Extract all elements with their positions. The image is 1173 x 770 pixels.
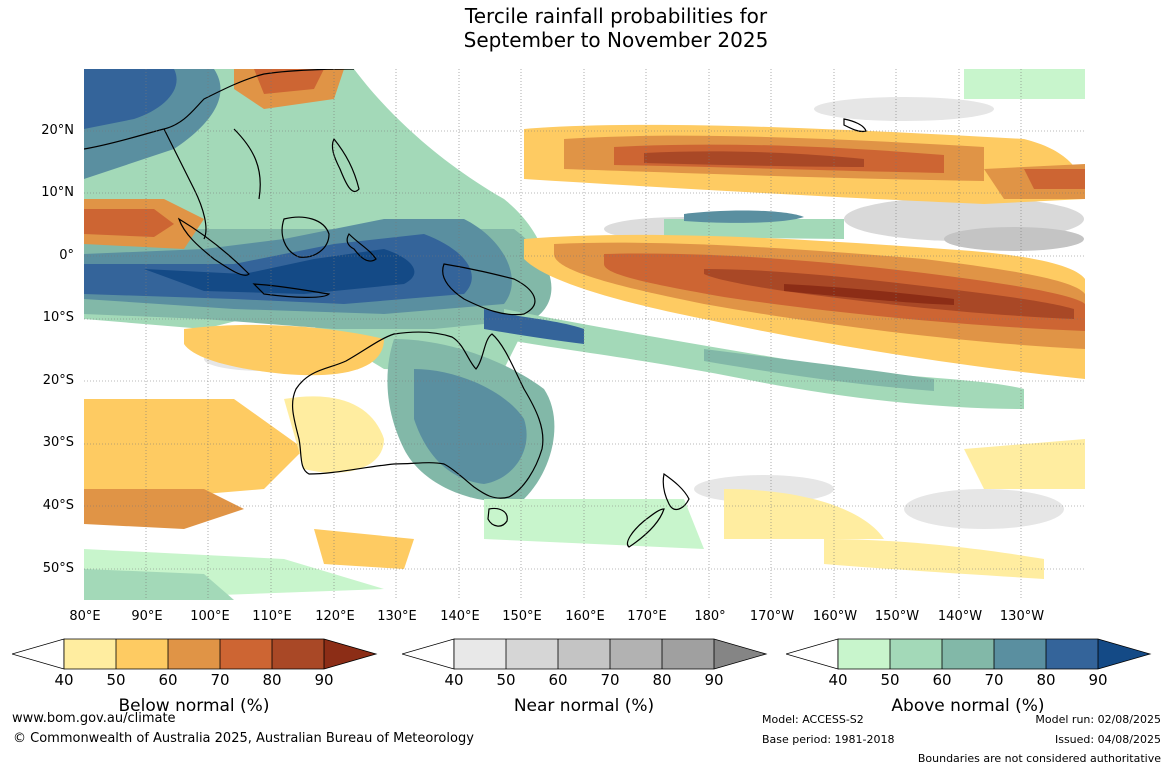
lat-label-20n: 20°N: [41, 123, 74, 138]
coastlines: [84, 69, 867, 548]
colorbar-above-swatch-4: [994, 639, 1046, 669]
legend-near-tick-50: 50: [496, 671, 516, 689]
legend-below-tick-90: 90: [314, 671, 334, 689]
colorbar-above-normal: [786, 638, 1152, 670]
above-normal-regions: [84, 69, 1085, 600]
lon-label-80e: 80°E: [69, 609, 101, 624]
lat-label-20s: 20°S: [42, 373, 74, 388]
legend-near-tick-90: 90: [704, 671, 724, 689]
footer-website: www.bom.gov.au/climate: [12, 711, 176, 726]
map-title: Tercile rainfall probabilities for Septe…: [0, 4, 1173, 52]
below-normal-regions: [84, 69, 1085, 579]
colorbar-near-swatch-5: [662, 639, 714, 669]
legend-above-normal: [786, 638, 1152, 670]
legend-below-tick-80: 80: [262, 671, 282, 689]
legend-above-tick-70: 70: [984, 671, 1004, 689]
footer-model-run: Model run: 02/08/2025: [1035, 713, 1161, 726]
lon-label-150e: 150°E: [502, 609, 542, 624]
java-coastline: [252, 283, 331, 298]
legend-near-title: Near normal (%): [513, 696, 655, 716]
legend-above-tick-60: 60: [932, 671, 952, 689]
lon-label-160w: 160°W: [812, 609, 858, 624]
colorbar-below-swatch-4: [220, 639, 272, 669]
colorbar-near-swatch-2: [506, 639, 558, 669]
lat-label-30s: 30°S: [42, 435, 74, 450]
legend-below-tick-60: 60: [158, 671, 178, 689]
colorbar-above-swatch-5: [1046, 639, 1098, 669]
colorbar-near-swatch-4: [610, 639, 662, 669]
lat-label-40s: 40°S: [42, 498, 74, 513]
lon-label-140w: 140°W: [937, 609, 983, 624]
colorbar-above-swatch-3: [942, 639, 994, 669]
colorbar-near-swatch-6: [714, 639, 766, 669]
lat-label-10n: 10°N: [41, 185, 74, 200]
legend-near-tick-80: 80: [652, 671, 672, 689]
new-guinea-coastline: [442, 263, 536, 316]
lat-label-10s: 10°S: [42, 310, 74, 325]
map-canvas: [84, 69, 1085, 600]
legend-near-tick-70: 70: [600, 671, 620, 689]
legend-above-tick-90: 90: [1088, 671, 1108, 689]
lon-label-180: 180°: [694, 609, 726, 624]
legend-near-normal: [402, 638, 768, 670]
colorbar-near-normal: [402, 638, 768, 670]
colorbar-above-swatch-1: [838, 639, 890, 669]
lon-label-160e: 160°E: [565, 609, 605, 624]
legend-above-tick-40: 40: [828, 671, 848, 689]
colorbar-below-swatch-3: [168, 639, 220, 669]
borneo-coastline: [281, 216, 330, 258]
philippines-coastline: [331, 137, 360, 192]
lon-label-170e: 170°E: [627, 609, 667, 624]
lat-label-equator: 0°: [59, 248, 74, 263]
title-line-1: Tercile rainfall probabilities for: [464, 4, 768, 28]
lon-label-120e: 120°E: [315, 609, 355, 624]
new-zealand-north-coastline: [662, 472, 690, 511]
lon-label-170w: 170°W: [749, 609, 795, 624]
lon-label-130w: 130°W: [999, 609, 1045, 624]
legend-below-tick-50: 50: [106, 671, 126, 689]
lon-label-130e: 130°E: [377, 609, 417, 624]
new-zealand-south-coastline: [626, 508, 665, 548]
tasmania-coastline: [487, 507, 508, 527]
lon-label-90e: 90°E: [131, 609, 163, 624]
footer-copyright: © Commonwealth of Australia 2025, Austra…: [13, 731, 474, 746]
legend-below-tick-70: 70: [210, 671, 230, 689]
lon-label-100e: 100°E: [190, 609, 230, 624]
legend-below-normal: [12, 638, 378, 670]
colorbar-below-swatch-1: [64, 639, 116, 669]
footer-issued: Issued: 04/08/2025: [1054, 733, 1161, 746]
footer-model: Model: ACCESS-S2: [762, 713, 864, 726]
graticule: [84, 69, 1085, 600]
colorbar-above-swatch-2: [890, 639, 942, 669]
colorbar-below-swatch-5: [272, 639, 324, 669]
lon-label-140e: 140°E: [440, 609, 480, 624]
legend-near-tick-40: 40: [444, 671, 464, 689]
legend-below-title: Below normal (%): [118, 696, 270, 716]
hawaii-coastline: [843, 118, 867, 133]
legend-above-tick-80: 80: [1036, 671, 1056, 689]
colorbar-below-swatch-2: [116, 639, 168, 669]
lat-label-50s: 50°S: [42, 561, 74, 576]
probability-map: [84, 69, 1085, 600]
sumatra-coastline: [177, 217, 250, 276]
colorbar-above-swatch-6: [1098, 639, 1150, 669]
sulawesi-coastline: [346, 233, 377, 262]
asia-coastline: [84, 69, 355, 240]
legend-below-tick-40: 40: [54, 671, 74, 689]
footer-disclaimer: Boundaries are not considered authoritat…: [917, 752, 1161, 765]
legend-near-tick-60: 60: [548, 671, 568, 689]
australia-coastline: [291, 331, 544, 499]
legend-above-tick-50: 50: [880, 671, 900, 689]
colorbar-near-swatch-1: [454, 639, 506, 669]
footer-base-period: Base period: 1981-2018: [762, 733, 895, 746]
colorbar-below-normal: [12, 638, 378, 670]
lon-label-110e: 110°E: [252, 609, 292, 624]
lon-label-150w: 150°W: [874, 609, 920, 624]
colorbar-near-swatch-3: [558, 639, 610, 669]
legend-above-title: Above normal (%): [891, 696, 1045, 716]
colorbar-below-swatch-6: [324, 639, 376, 669]
title-line-2: September to November 2025: [463, 28, 769, 52]
